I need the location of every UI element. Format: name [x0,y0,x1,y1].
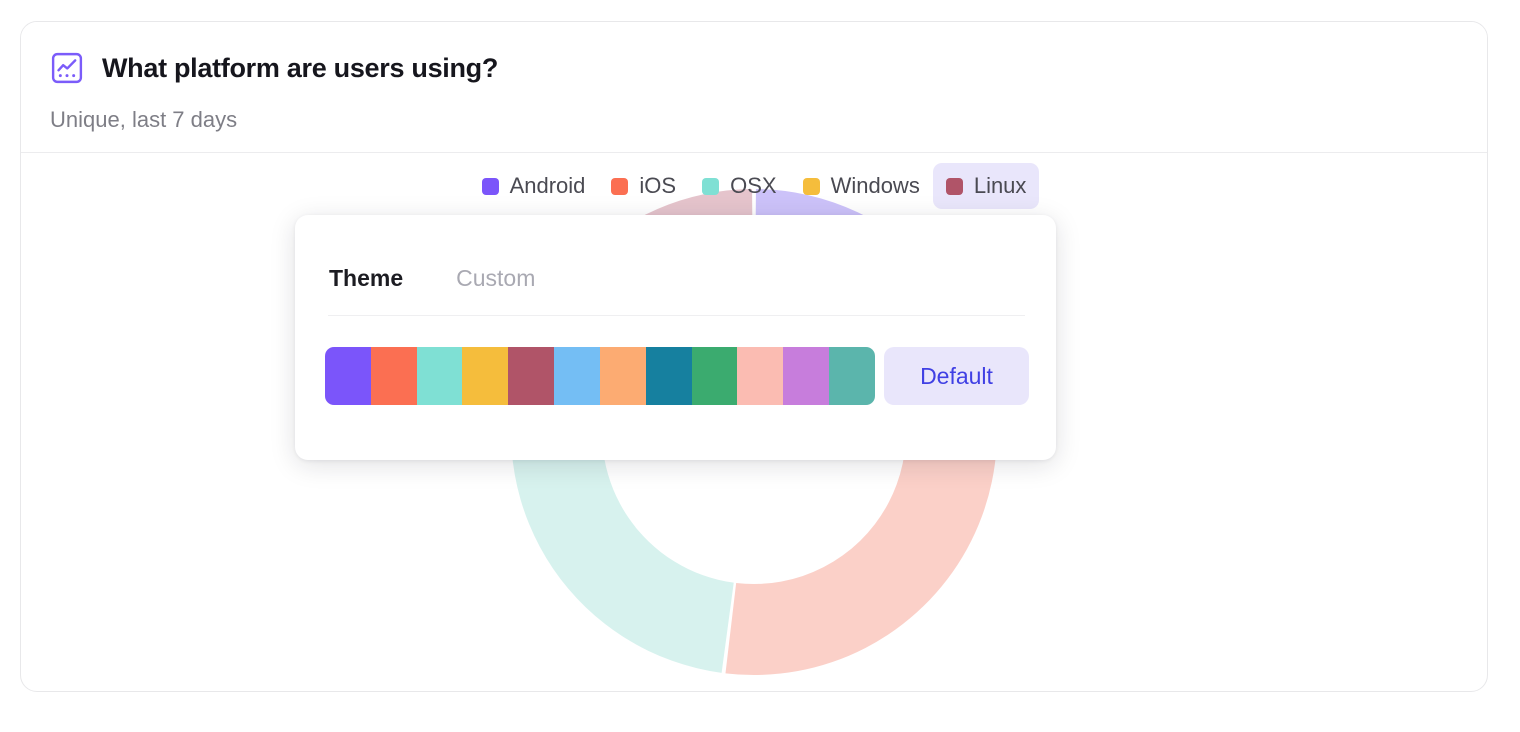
palette-swatch-3 [462,347,509,405]
legend-swatch-windows [802,177,820,195]
legend-label-android: Android [509,173,586,198]
palette-swatch-9 [737,347,784,405]
tab-theme[interactable]: Theme [329,265,404,291]
legend-item-linux[interactable]: Linux [932,163,1040,209]
palette-swatch-strip[interactable] [325,347,875,405]
card-header: What platform are users using? Unique, l… [21,22,1487,153]
palette-swatch-0 [325,347,371,405]
legend-swatch-android [481,177,499,195]
legend-swatch-linux [945,177,963,195]
legend-swatch-ios [611,177,629,195]
legend-label-windows: Windows [830,173,920,198]
legend-item-osx[interactable]: OSX [689,163,789,209]
legend-swatch-osx [702,177,720,195]
legend-label-linux: Linux [973,173,1027,198]
popover-divider [328,315,1025,316]
default-palette-button[interactable]: Default [884,347,1029,405]
card-subtitle: Unique, last 7 days [50,107,238,132]
legend-item-windows[interactable]: Windows [790,163,933,209]
palette-swatch-8 [691,347,738,405]
legend-item-android[interactable]: Android [469,163,599,209]
legend-label-osx: OSX [730,173,777,198]
line-chart-icon [50,51,84,85]
page-title: What platform are users using? [102,52,499,83]
tab-custom[interactable]: Custom [456,265,536,291]
popover-tabs: Theme Custom [329,265,535,292]
legend-item-ios[interactable]: iOS [598,163,689,209]
palette-swatch-7 [645,347,692,405]
palette-swatch-10 [783,347,830,405]
card-title-row: What platform are users using? [50,51,498,85]
palette-swatch-1 [370,347,417,405]
palette-swatch-2 [416,347,463,405]
palette-swatch-4 [508,347,555,405]
palette-swatch-5 [554,347,600,405]
palette-swatch-6 [599,347,646,405]
palette-swatch-11 [829,347,875,405]
legend-label-ios: iOS [639,173,677,198]
palette-row: Default [325,347,1029,405]
chart-legend: Android iOS OSX Windows Linux [21,163,1487,209]
analytics-card: What platform are users using? Unique, l… [20,21,1488,692]
theme-picker-popover: Theme Custom Default [295,215,1056,460]
